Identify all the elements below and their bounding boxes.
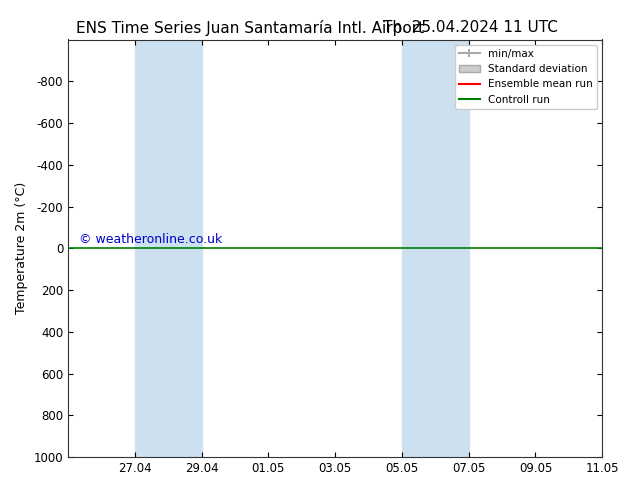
Bar [402, 40, 469, 457]
Bar [135, 40, 202, 457]
Legend: min/max, Standard deviation, Ensemble mean run, Controll run: min/max, Standard deviation, Ensemble me… [455, 45, 597, 109]
Y-axis label: Temperature 2m (°C): Temperature 2m (°C) [15, 182, 28, 315]
Text: ENS Time Series Juan Santamaría Intl. Airport: ENS Time Series Juan Santamaría Intl. Ai… [76, 20, 424, 36]
Text: © weatheronline.co.uk: © weatheronline.co.uk [79, 233, 222, 246]
Text: Th. 25.04.2024 11 UTC: Th. 25.04.2024 11 UTC [383, 20, 558, 35]
